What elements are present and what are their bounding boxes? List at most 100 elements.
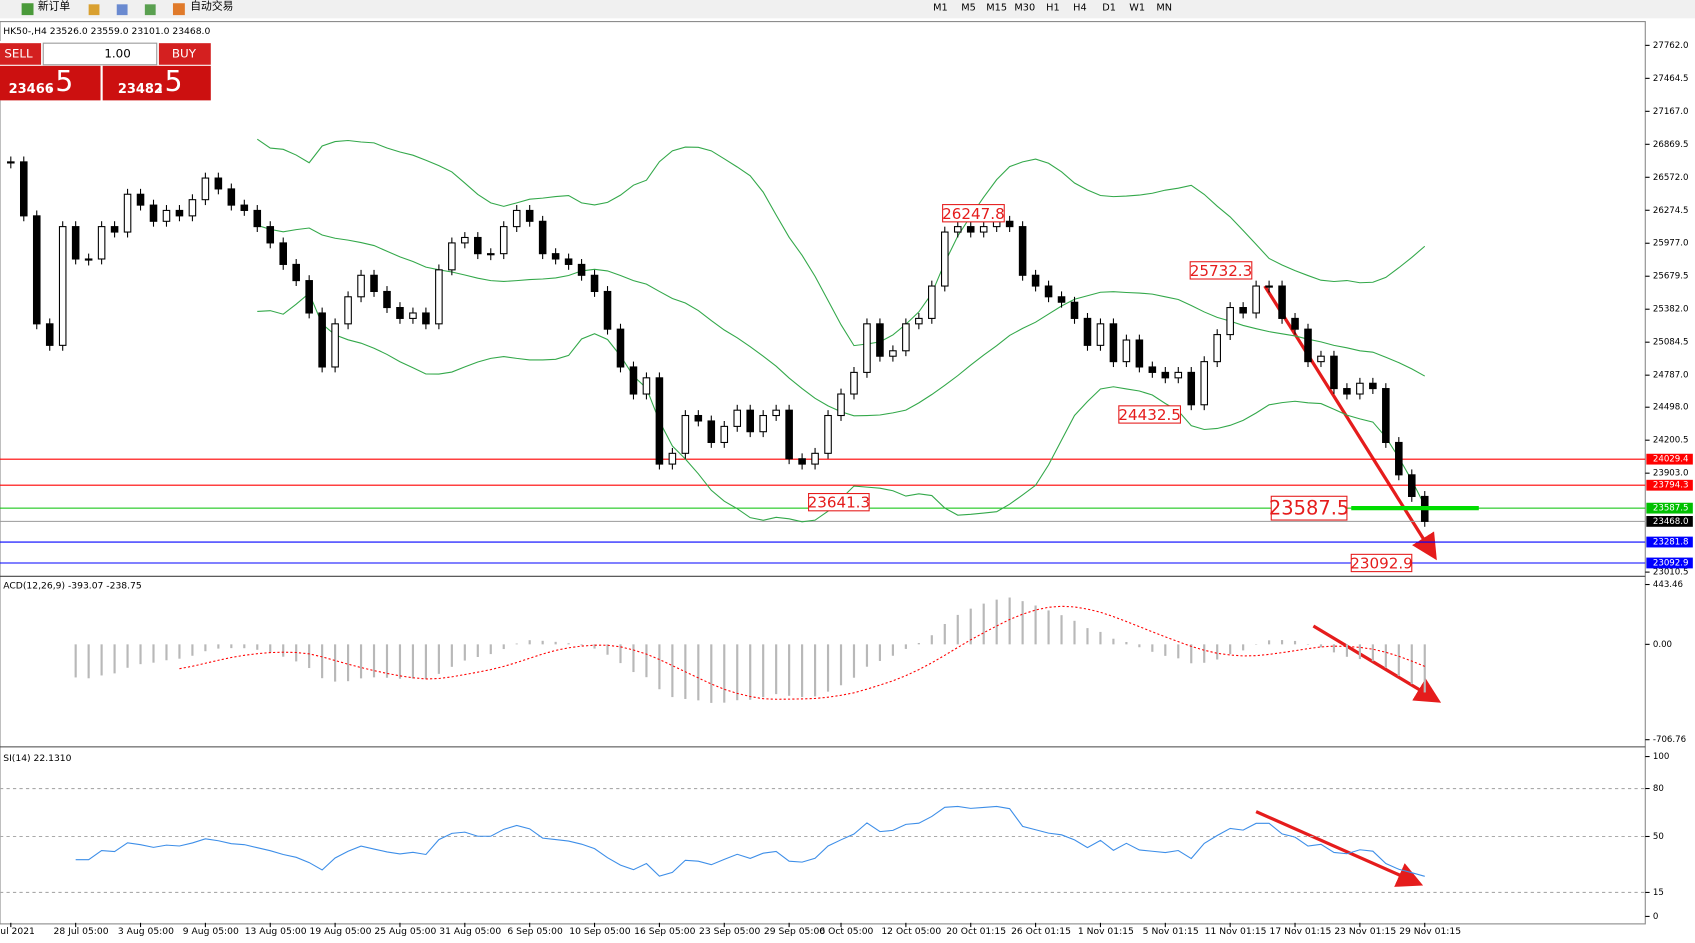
candle: [863, 323, 871, 373]
candle: [590, 274, 599, 293]
candle: [305, 280, 313, 314]
candle: [1265, 285, 1273, 288]
candle: [149, 204, 158, 222]
chart-frame: [0, 21, 1646, 925]
timeframe-button[interactable]: M1: [933, 3, 948, 14]
candle: [1161, 371, 1170, 379]
candle: [435, 269, 443, 325]
y-tick-label: 25679.5: [1653, 272, 1689, 282]
candle: [461, 236, 469, 244]
candle: [551, 253, 560, 260]
level-label-bg: [1646, 479, 1693, 491]
timeframe-button[interactable]: H4: [1073, 3, 1087, 14]
y-tick-label: 26274.5: [1653, 206, 1689, 216]
y-tick-label: 15: [1653, 888, 1664, 898]
candle: [1382, 388, 1390, 444]
timeframe-button[interactable]: D1: [1102, 3, 1116, 14]
y-tick-label: -706.76: [1653, 735, 1686, 745]
candle: [370, 274, 378, 293]
timeframe-button[interactable]: MN: [1156, 3, 1172, 14]
timeframe-button[interactable]: M30: [1014, 3, 1035, 14]
candle: [19, 161, 28, 217]
candle: [422, 312, 430, 325]
pane-title: SI(14) 22.1310: [3, 753, 71, 764]
annotation: 23641.3: [808, 494, 871, 512]
level-label: 23587.5: [1653, 504, 1689, 514]
timeframe-button[interactable]: M15: [986, 3, 1007, 14]
lots-input[interactable]: [42, 42, 158, 66]
sell-button[interactable]: [0, 43, 42, 65]
current-price-label: 23468.0: [1653, 517, 1689, 527]
candle: [733, 409, 742, 427]
y-tick-label: 80: [1653, 784, 1664, 794]
candle: [1239, 307, 1247, 314]
timeframe-button[interactable]: W1: [1129, 3, 1145, 14]
annotation: 23092.9: [1350, 555, 1413, 573]
trend-arrow: [1255, 810, 1424, 887]
candle: [1122, 339, 1131, 363]
buy-label[interactable]: BUY: [172, 46, 197, 60]
x-tick-label: 10 Sep 05:00: [569, 926, 630, 937]
y-tick-label: 24200.5: [1653, 436, 1689, 446]
ask-price: 23482: [118, 82, 163, 97]
candle: [1330, 355, 1338, 390]
timeframe-button[interactable]: H1: [1046, 3, 1060, 14]
y-tick-label: 0: [1653, 912, 1659, 922]
candle: [1226, 307, 1234, 336]
y-tick-label: 27464.5: [1653, 74, 1689, 84]
candle: [1407, 474, 1416, 497]
pane-title: ACD(12,26,9) -393.07 -238.75: [3, 581, 142, 592]
y-tick-label: 443.46: [1653, 580, 1683, 590]
y-tick-label: 27762.0: [1653, 41, 1689, 51]
level-label-bg: [1646, 502, 1693, 514]
candle: [1031, 274, 1040, 287]
candle: [474, 236, 482, 255]
candle: [1395, 441, 1403, 476]
candle: [941, 231, 949, 287]
candle: [525, 209, 534, 222]
annotation: 24432.5: [1118, 406, 1181, 424]
candle: [668, 452, 677, 465]
x-tick-label: 13 Aug 05:00: [245, 926, 307, 937]
candle: [292, 263, 300, 282]
toolbar-button[interactable]: 自动交易: [190, 0, 233, 12]
x-tick-label: 26 Oct 01:15: [1011, 926, 1071, 937]
buy-button[interactable]: [158, 43, 211, 65]
ask-box[interactable]: [102, 65, 211, 101]
x-tick-label: 29 Sep 05:00: [764, 926, 825, 937]
candle: [1291, 317, 1299, 330]
candle: [953, 226, 962, 233]
level-label: 23281.8: [1653, 538, 1689, 548]
candle: [759, 414, 767, 433]
candle: [84, 258, 93, 261]
candle: [1174, 371, 1183, 379]
toolbar-button[interactable]: 新订单: [38, 0, 71, 12]
candle: [1213, 334, 1221, 363]
candle: [902, 323, 910, 352]
annotation: 25732.3: [1190, 262, 1253, 280]
candle: [876, 323, 884, 357]
y-tick-label: 23903.0: [1653, 469, 1689, 479]
candle: [1304, 328, 1312, 363]
icon: [144, 4, 156, 16]
candle: [616, 328, 625, 368]
lots-value[interactable]: 1.00: [104, 46, 130, 60]
candle: [928, 285, 936, 319]
candle: [1135, 339, 1144, 368]
level-label-bg: [1646, 557, 1693, 569]
candle: [1044, 285, 1053, 298]
candle: [720, 425, 729, 444]
candle: [1109, 323, 1118, 363]
timeframe-button[interactable]: M5: [961, 3, 976, 14]
x-tick-label: 31 Aug 05:00: [439, 926, 501, 937]
candle: [629, 366, 638, 395]
y-tick-label: 26572.0: [1653, 173, 1689, 183]
y-tick-label: 50: [1653, 832, 1664, 842]
x-tick-label: 20 Oct 01:15: [946, 926, 1006, 937]
x-tick-label: Jul 2021: [0, 926, 35, 937]
candle: [1252, 285, 1260, 314]
candle: [357, 274, 365, 298]
bid-box[interactable]: [0, 65, 101, 101]
sell-label[interactable]: SELL: [4, 46, 33, 60]
candle: [889, 350, 897, 357]
